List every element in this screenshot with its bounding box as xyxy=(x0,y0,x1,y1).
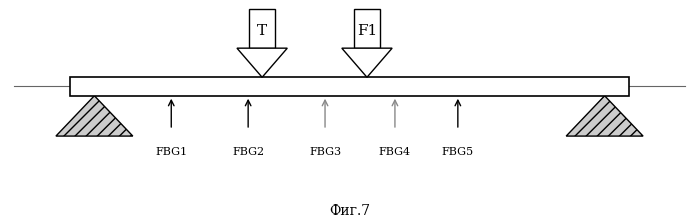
Text: FBG5: FBG5 xyxy=(442,147,474,157)
Polygon shape xyxy=(237,48,287,77)
Text: F1: F1 xyxy=(357,24,377,37)
Bar xyxy=(354,9,380,48)
Text: FBG2: FBG2 xyxy=(232,147,264,157)
Text: T: T xyxy=(257,24,267,37)
Polygon shape xyxy=(566,96,643,136)
Text: FBG1: FBG1 xyxy=(155,147,187,157)
Bar xyxy=(70,77,629,96)
Text: FBG3: FBG3 xyxy=(309,147,341,157)
Polygon shape xyxy=(342,48,392,77)
Text: FBG4: FBG4 xyxy=(379,147,411,157)
Polygon shape xyxy=(56,96,133,136)
Text: Фиг.7: Фиг.7 xyxy=(329,204,370,218)
Bar xyxy=(249,9,275,48)
